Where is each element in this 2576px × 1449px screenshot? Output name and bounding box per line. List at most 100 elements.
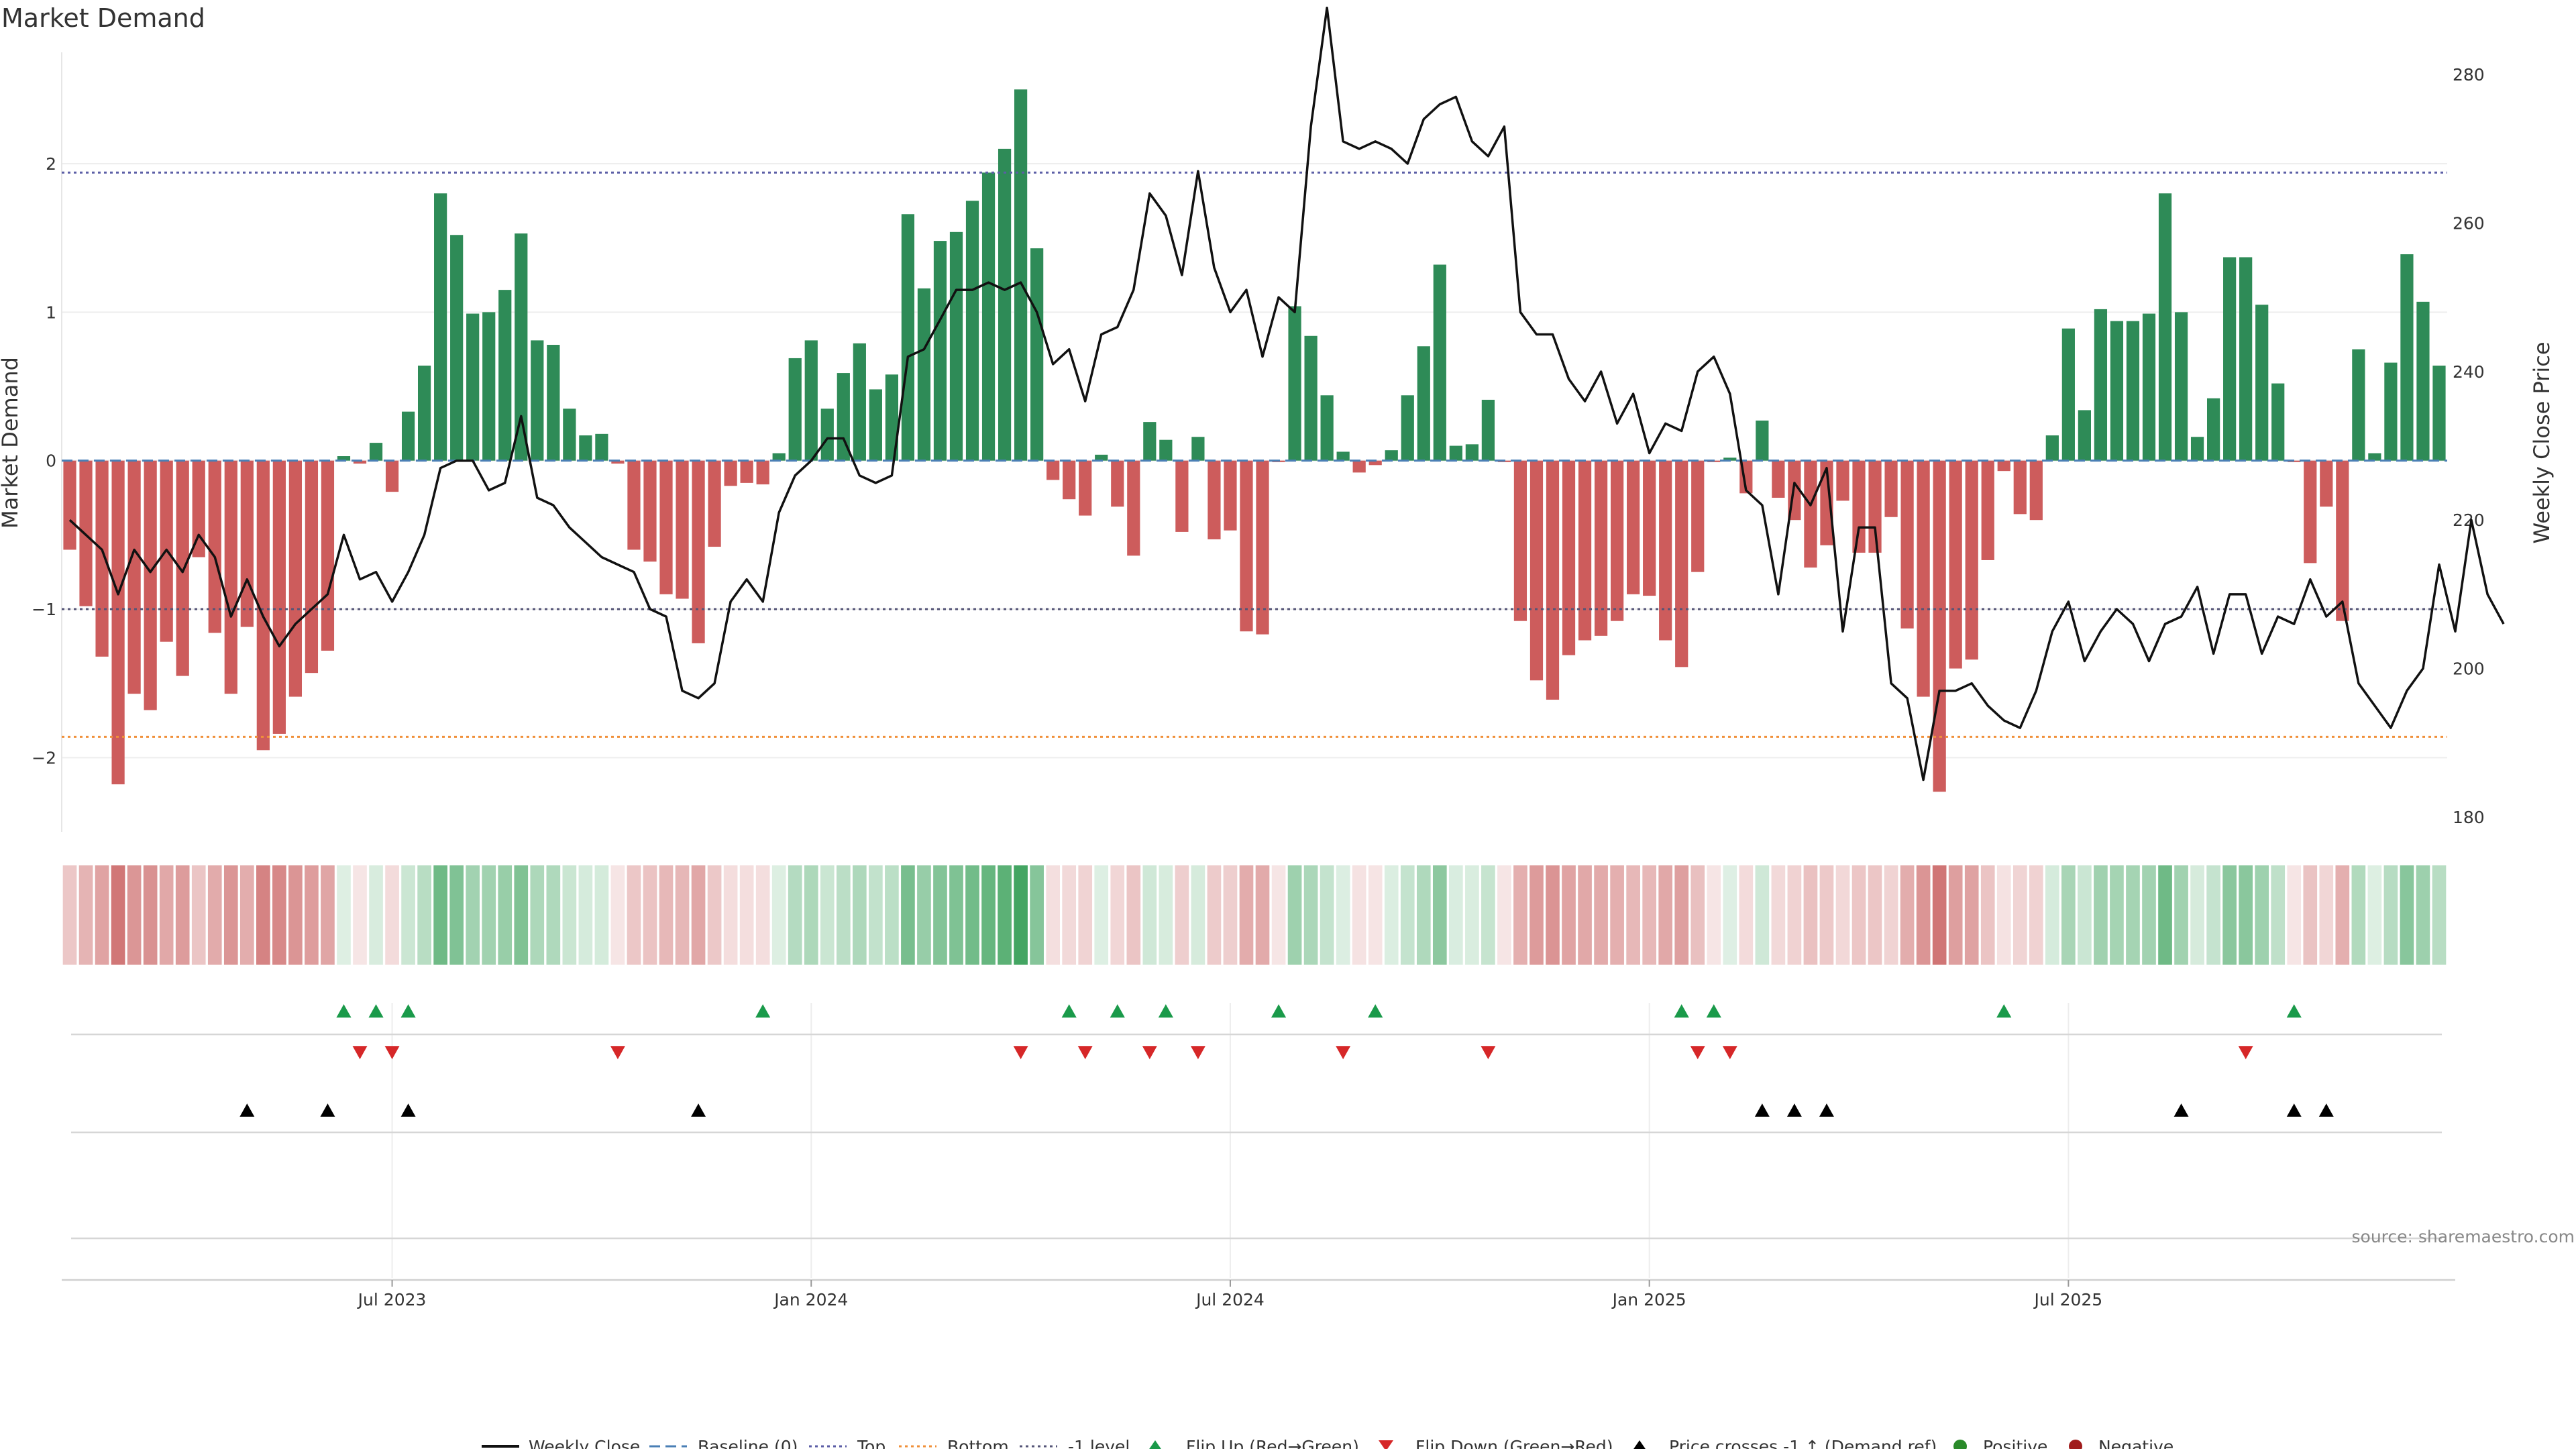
heat-cell: [1303, 865, 1318, 965]
positive-demand-bar: [2239, 257, 2253, 461]
negative-demand-bar: [611, 460, 625, 464]
negative-demand-bar: [1868, 460, 1882, 553]
left-tick-label: 0: [46, 451, 56, 471]
heat-cell: [2012, 865, 2027, 965]
right-tick-label: 240: [2453, 362, 2485, 382]
positive-demand-bar: [531, 340, 544, 461]
positive-demand-bar: [1030, 248, 1044, 461]
heat-cell: [1175, 865, 1189, 965]
heat-cell: [1674, 865, 1689, 965]
negative-demand-bar: [1836, 460, 1849, 501]
negative-demand-bar: [643, 460, 657, 562]
positive-demand-bar: [2416, 301, 2430, 461]
heat-cell: [417, 865, 431, 965]
positive-demand-bar: [2126, 321, 2140, 461]
heat-cell: [1368, 865, 1383, 965]
heat-cell: [804, 865, 818, 965]
positive-demand-bar: [1159, 439, 1173, 461]
negative-demand-bar: [1063, 460, 1076, 500]
legend-top: Top: [857, 1437, 885, 1449]
negative-demand-bar: [385, 460, 399, 492]
heat-cell: [2142, 865, 2156, 965]
heat-cell: [643, 865, 657, 965]
flip-up-marker: [2286, 1004, 2302, 1018]
heat-cell: [1916, 865, 1931, 965]
heat-cell: [1207, 865, 1222, 965]
heat-cell: [2190, 865, 2204, 965]
flip-up-marker: [368, 1004, 384, 1018]
heat-cell: [1964, 865, 1979, 965]
positive-demand-bar: [2255, 305, 2269, 461]
heat-cell: [933, 865, 947, 965]
negative-demand-bar: [1627, 460, 1640, 594]
heat-cell: [385, 865, 399, 965]
negative-demand-bar: [288, 460, 303, 697]
positive-demand-bar: [820, 409, 834, 461]
price-cross-marker: [691, 1104, 706, 1117]
negative-demand-bar: [1659, 460, 1672, 641]
x-tick-label: Jul 2023: [357, 1290, 427, 1309]
left-axis-label: Market Demand: [0, 357, 23, 529]
positive-demand-bar: [772, 453, 786, 461]
heat-cell: [191, 865, 206, 965]
negative-demand-bar: [63, 460, 76, 550]
positive-demand-bar: [466, 313, 480, 461]
heat-cell: [1191, 865, 1205, 965]
negative-demand-bar: [353, 460, 367, 464]
positive-demand-bar: [547, 345, 560, 461]
positive-demand-bar: [2206, 398, 2220, 461]
negative-demand-bar: [1643, 460, 1656, 596]
positive-demand-bar: [2142, 313, 2156, 461]
positive-demand-bar: [417, 366, 431, 461]
flip-down-marker: [1013, 1046, 1028, 1059]
flip-down-marker: [384, 1046, 400, 1059]
positive-demand-bar: [1401, 395, 1414, 461]
heat-cell: [2110, 865, 2124, 965]
heat-cell: [433, 865, 447, 965]
heat-cell: [2367, 865, 2382, 965]
heat-cell: [1771, 865, 1786, 965]
heat-cell: [1546, 865, 1560, 965]
negative-demand-bar: [659, 460, 673, 594]
positive-demand-bar: [563, 409, 576, 461]
source-text: source: sharemaestro.com: [2352, 1227, 2575, 1246]
demand-heat-strip: [62, 865, 2447, 965]
negative-demand-bar: [1675, 460, 1688, 667]
negative-demand-bar: [1981, 460, 1994, 560]
heat-cell: [1562, 865, 1576, 965]
negative-demand-bar: [740, 460, 753, 483]
heat-cell: [466, 865, 480, 965]
legend-price-cross-swatch: [1633, 1440, 1646, 1449]
negative-demand-bar: [2029, 460, 2043, 521]
flip-up-marker: [755, 1004, 771, 1018]
negative-demand-bar: [1949, 460, 1962, 669]
flip-down-marker: [610, 1046, 625, 1059]
right-tick-label: 220: [2453, 511, 2485, 530]
heat-cell: [207, 865, 222, 965]
positive-demand-bar: [917, 288, 931, 461]
flip-up-marker: [1110, 1004, 1125, 1018]
heat-cell: [239, 865, 254, 965]
positive-demand-bar: [595, 433, 608, 461]
heat-cell: [546, 865, 561, 965]
positive-demand-bar: [1465, 444, 1479, 461]
flip-up-marker: [1674, 1004, 1689, 1018]
heat-cell: [305, 865, 319, 965]
negative-demand-bar: [305, 460, 319, 674]
heat-cell: [1416, 865, 1431, 965]
heat-cell: [353, 865, 367, 965]
heat-cell: [965, 865, 979, 965]
heat-cell: [1239, 865, 1254, 965]
flip-down-markers: [352, 1046, 2253, 1059]
positive-demand-bar: [885, 374, 899, 461]
heat-cell: [788, 865, 802, 965]
heat-cell: [707, 865, 722, 965]
negative-demand-bar: [256, 460, 270, 751]
negative-demand-bar: [208, 460, 221, 633]
heat-cell: [1352, 865, 1366, 965]
heat-cell: [1707, 865, 1721, 965]
negative-demand-bar: [1352, 460, 1366, 473]
heat-cell: [1078, 865, 1093, 965]
heat-cell: [2206, 865, 2220, 965]
